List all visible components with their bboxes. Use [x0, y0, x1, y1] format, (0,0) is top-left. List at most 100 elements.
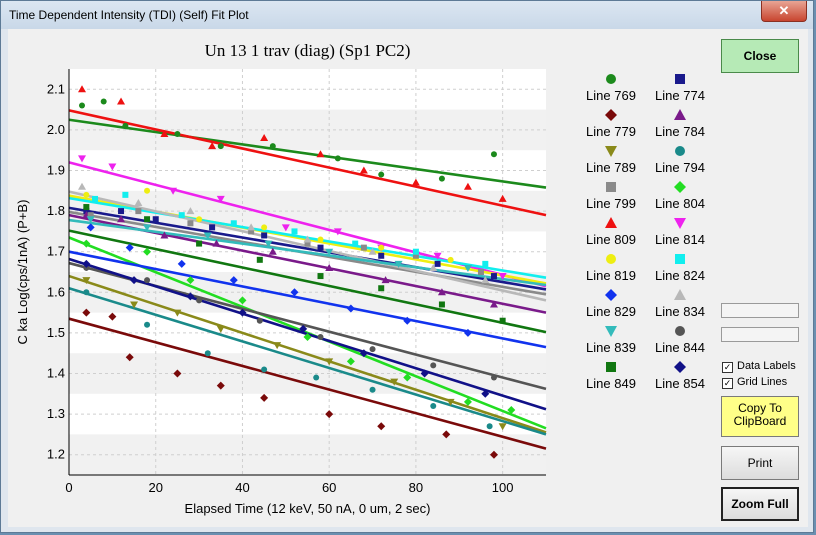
data-point: [434, 260, 441, 267]
data-point: [100, 98, 107, 105]
legend-label: Line 814: [655, 232, 705, 247]
legend-marker: [675, 326, 685, 336]
legend-entry: Line 824: [655, 254, 705, 283]
data-point: [378, 244, 385, 251]
data-point: [122, 122, 129, 129]
data-point: [446, 398, 455, 406]
data-point: [463, 182, 472, 190]
data-point: [463, 397, 472, 406]
data-point: [177, 259, 186, 268]
data-point: [268, 247, 277, 255]
legend-marker: [674, 289, 686, 300]
data-point: [260, 134, 269, 142]
data-point: [299, 324, 308, 333]
data-point: [144, 216, 151, 223]
fit-plot-chart: 0 20 40 60 80 100 1.2 1.3 1.4 1.5 1.6 1.7 1.8 1.9 2.0 2…: [15, 41, 705, 516]
data-point: [229, 276, 238, 285]
data-point: [411, 178, 420, 186]
data-point: [303, 332, 312, 341]
y-tick-label: 2.1: [47, 81, 65, 96]
data-point: [83, 191, 90, 198]
y-tick-label: 1.3: [47, 406, 65, 421]
legend-entry: Line 799: [586, 182, 636, 211]
data-point: [463, 328, 472, 337]
data-point: [489, 450, 498, 459]
x-tick-label: 100: [492, 480, 514, 495]
data-point: [83, 264, 90, 271]
grid-lines-checkbox[interactable]: ✓ Grid Lines: [722, 376, 787, 389]
legend-marker: [606, 254, 616, 264]
grid-lines-check-icon: ✓: [722, 378, 733, 389]
close-button[interactable]: Close: [721, 39, 799, 73]
data-point: [152, 216, 159, 223]
legend-label: Line 779: [586, 124, 636, 139]
status-field-1: [721, 303, 799, 318]
data-point: [346, 357, 355, 366]
data-labels-check-icon: ✓: [722, 362, 733, 373]
data-point: [403, 316, 412, 325]
data-point: [325, 358, 334, 366]
legend-label: Line 849: [586, 376, 636, 391]
data-point: [463, 264, 472, 272]
data-point: [216, 325, 225, 333]
legend-entry: Line 834: [655, 289, 705, 319]
fit-line: [68, 118, 547, 189]
data-point: [186, 292, 195, 301]
legend-entry: Line 784: [655, 109, 705, 139]
data-point: [447, 256, 454, 263]
data-point: [390, 378, 399, 386]
data-point: [378, 171, 385, 178]
copy-button-line2: ClipBoard: [733, 414, 787, 428]
print-button[interactable]: Print: [721, 446, 799, 480]
data-point: [216, 195, 225, 203]
data-point: [125, 243, 134, 252]
data-point: [486, 423, 493, 430]
legend-label: Line 834: [655, 304, 705, 319]
data-point: [346, 304, 355, 313]
data-point: [130, 301, 139, 309]
legend-label: Line 804: [655, 196, 705, 211]
data-point: [313, 374, 320, 381]
data-point: [216, 381, 225, 390]
client-area: 0 20 40 60 80 100 1.2 1.3 1.4 1.5 1.6 1.7 1.8 1.9 2.0 2…: [8, 29, 808, 527]
data-labels-checkbox[interactable]: ✓ Data Labels: [722, 360, 796, 373]
legend-entry: Line 849: [586, 362, 636, 391]
legend-entry: Line 794: [655, 146, 705, 175]
window-close-button[interactable]: ✕: [761, 1, 807, 22]
x-tick-label: 80: [409, 480, 423, 495]
data-point: [334, 155, 341, 162]
legend-entry: Line 779: [586, 109, 636, 139]
data-point: [83, 204, 90, 211]
legend-marker: [605, 289, 617, 301]
data-point: [256, 256, 263, 263]
grid-band: [69, 434, 546, 475]
copy-to-clipboard-button[interactable]: Copy To ClipBoard: [721, 396, 799, 437]
data-point: [169, 187, 178, 195]
data-point: [499, 317, 506, 324]
x-tick-label: 0: [65, 480, 72, 495]
data-point: [108, 312, 117, 321]
data-point: [87, 212, 94, 219]
data-point: [325, 248, 334, 256]
data-point: [130, 276, 139, 285]
y-tick-label: 1.7: [47, 244, 65, 259]
data-point: [108, 163, 117, 171]
data-point: [412, 252, 419, 259]
data-point: [83, 208, 90, 215]
y-tick-label: 2.0: [47, 122, 65, 137]
data-point: [490, 151, 497, 158]
data-point: [316, 150, 325, 158]
data-point: [196, 297, 203, 304]
zoom-full-button[interactable]: Zoom Full: [721, 487, 799, 521]
legend-marker: [606, 74, 616, 84]
data-point: [261, 224, 268, 231]
data-point: [261, 366, 268, 373]
fit-line: [68, 286, 547, 436]
data-point: [230, 220, 237, 227]
legend-label: Line 769: [586, 88, 636, 103]
data-point: [489, 300, 498, 308]
data-point: [82, 259, 91, 268]
legend-label: Line 829: [586, 304, 636, 319]
legend-label: Line 824: [655, 268, 705, 283]
data-point: [160, 129, 169, 137]
